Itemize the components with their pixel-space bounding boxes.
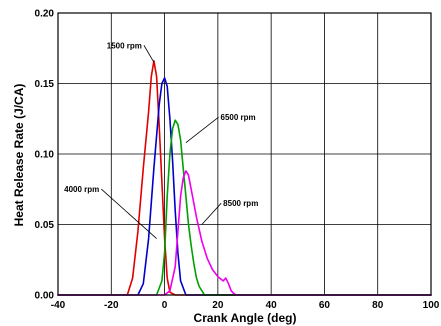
annotation-label: 6500 rpm [221, 113, 256, 122]
series-line-4000-rpm [57, 77, 432, 296]
y-tick-label: 0.00 [35, 291, 55, 302]
annotation-leader-line [101, 188, 157, 239]
annotations: 1500 rpm 4000 rpm 6500 rpm 8500 rpm [64, 41, 258, 239]
y-tick-label: 0.10 [35, 150, 55, 161]
x-tick-label: 100 [423, 300, 440, 311]
grid [57, 12, 432, 296]
series-lines [57, 60, 432, 296]
x-tick-label: 20 [212, 300, 224, 311]
series-line-6500-rpm [57, 119, 432, 296]
x-tick-label: 60 [319, 300, 331, 311]
annotation-leader-line [185, 116, 219, 144]
series-line-1500-rpm [57, 60, 432, 296]
x-tick-label: 80 [372, 300, 384, 311]
annotation-leader-line [201, 202, 222, 225]
x-tick-label: 40 [266, 300, 278, 311]
annotation-label: 4000 rpm [64, 185, 99, 194]
x-tick-label: 0 [162, 300, 168, 311]
y-tick-label: 0.05 [35, 220, 55, 231]
annotation-label: 1500 rpm [107, 41, 142, 50]
annotation-label: 8500 rpm [223, 199, 258, 208]
x-tick-label: -20 [104, 300, 119, 311]
tick-labels: -40 -20 0 20 40 60 80 100 0.00 0.05 0.10 0.15 0.20 [35, 9, 440, 312]
series-line-8500-rpm [57, 170, 432, 296]
x-axis-title: Crank Angle (deg) [194, 311, 297, 325]
y-tick-label: 0.20 [35, 9, 55, 20]
annotation-leader-line [143, 45, 155, 63]
plot-frame [57, 12, 432, 296]
x-tick-label: -40 [51, 300, 66, 311]
y-axis-title: Heat Release Rate (J/CA) [12, 84, 26, 227]
y-tick-label: 0.15 [35, 79, 55, 90]
